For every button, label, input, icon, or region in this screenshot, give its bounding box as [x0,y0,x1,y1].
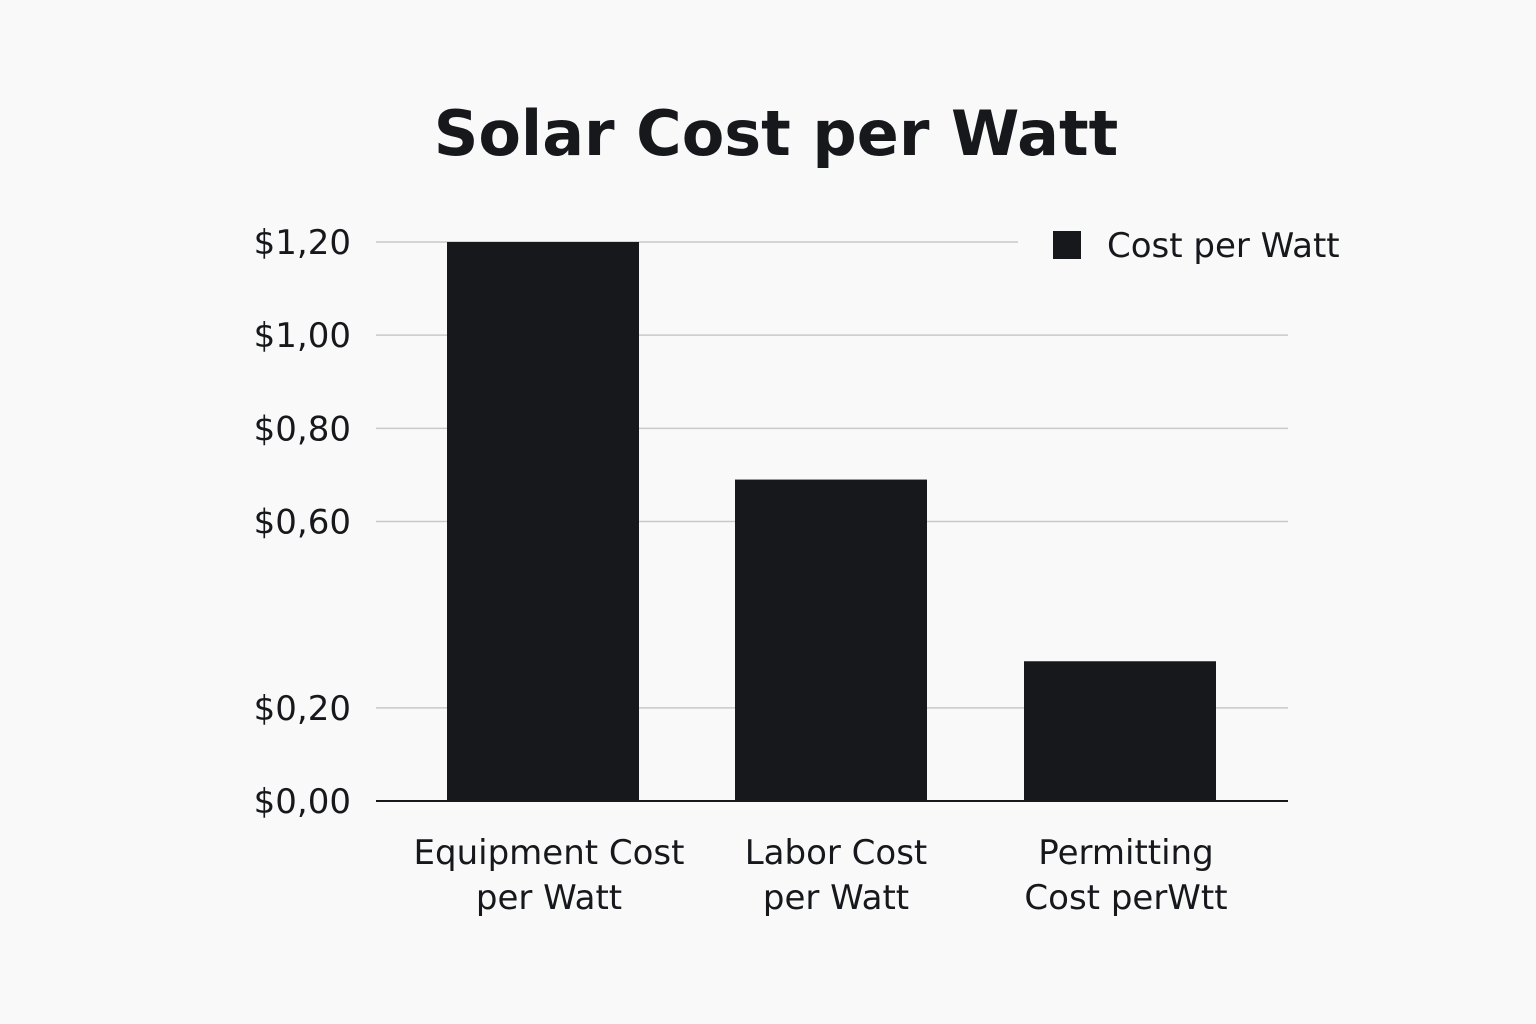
bar [1024,661,1216,801]
y-tick-label: $0,60 [254,503,351,543]
legend: Cost per Watt [1053,226,1340,266]
bar [447,242,639,801]
y-axis-ticks: $0,00 $0,20 $0,60 $0,80 $1,00 $1,20 [254,223,351,822]
y-tick-label: $1,00 [254,316,351,356]
x-axis-category-labels: Equipment Cost per Watt Labor Cost per Watt… [414,833,1228,918]
x-category-label: Labor Cost [745,833,928,873]
chart-title: Solar Cost per Watt [434,97,1119,170]
legend-label: Cost per Watt [1107,226,1340,266]
y-tick-label: $0,20 [254,689,351,729]
x-category-label: Cost perWtt [1024,878,1227,918]
x-category-label: per Watt [763,878,909,918]
bar [735,479,927,801]
y-tick-label: $0,00 [254,782,351,822]
y-tick-label: $0,80 [254,409,351,449]
x-category-label: per Watt [476,878,622,918]
x-category-label: Permitting [1038,833,1213,873]
legend-swatch [1053,231,1081,259]
x-category-label: Equipment Cost [414,833,685,873]
bars [447,242,1216,801]
y-tick-label: $1,20 [254,223,351,263]
